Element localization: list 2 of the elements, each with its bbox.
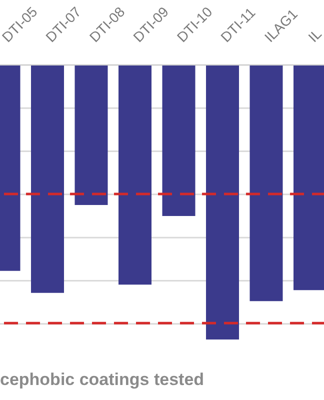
x-axis-title: cephobic coatings tested: [0, 370, 204, 390]
x-tick-label: IL: [304, 25, 324, 46]
